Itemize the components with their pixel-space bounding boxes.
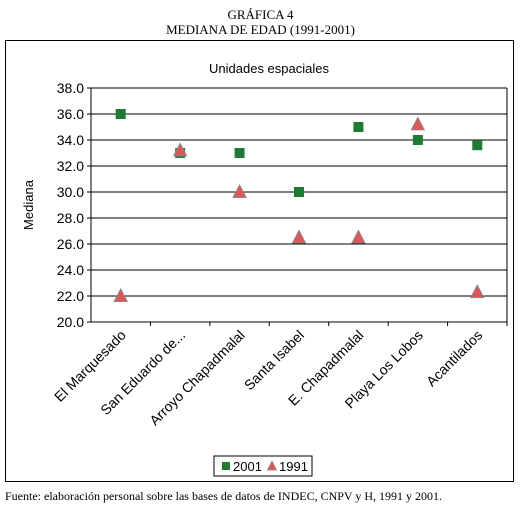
y-tick-label: 20.0 [57, 314, 84, 330]
y-tick-label: 22.0 [57, 288, 84, 304]
point-1991-1 [172, 142, 188, 157]
y-tick-label: 34.0 [57, 132, 84, 148]
figure-title: MEDIANA DE EDAD (1991-2001) [166, 22, 355, 37]
point-2001-2 [234, 148, 245, 158]
point-1991-0 [113, 287, 129, 302]
y-tick-label: 24.0 [57, 262, 84, 278]
point-2001-5 [412, 135, 423, 145]
legend-label-1991: 1991 [279, 459, 308, 474]
legend-label-2001: 2001 [233, 459, 262, 474]
point-2001-3 [294, 187, 304, 197]
y-tick-label: 28.0 [57, 210, 84, 226]
y-tick-label: 30.0 [57, 184, 84, 200]
point-1991-4 [351, 229, 366, 244]
point-1991-3 [291, 229, 307, 244]
legend-box [213, 455, 313, 477]
chart-svg: Unidades espaciales 20.0 22.0 24.0 26.0 28.0 3… [21, 61, 508, 477]
figure-label: GRÁFICA 4 [227, 7, 294, 22]
y-tick-label: 38.0 [57, 80, 84, 96]
source-note: Fuente: elaboración personal sobre las b… [5, 489, 443, 503]
y-tick-label: 26.0 [57, 236, 84, 252]
point-1991-6 [469, 284, 485, 299]
y-tick-label: 36.0 [57, 106, 84, 122]
y-tick-label: 32.0 [57, 158, 84, 174]
y-axis-label: Mediana [21, 179, 36, 230]
point-2001-0 [115, 109, 126, 119]
point-2001-4 [353, 122, 364, 132]
point-1991-2 [232, 183, 247, 198]
x-tick-label: Santa Isabel [241, 327, 307, 393]
chart-title: Unidades espaciales [209, 61, 329, 76]
legend-marker-2001 [222, 462, 230, 470]
point-2001-6 [472, 140, 483, 151]
point-1991-5 [410, 116, 426, 131]
x-tick-label: Acantilados [423, 327, 486, 390]
legend-marker-1991 [266, 460, 278, 471]
